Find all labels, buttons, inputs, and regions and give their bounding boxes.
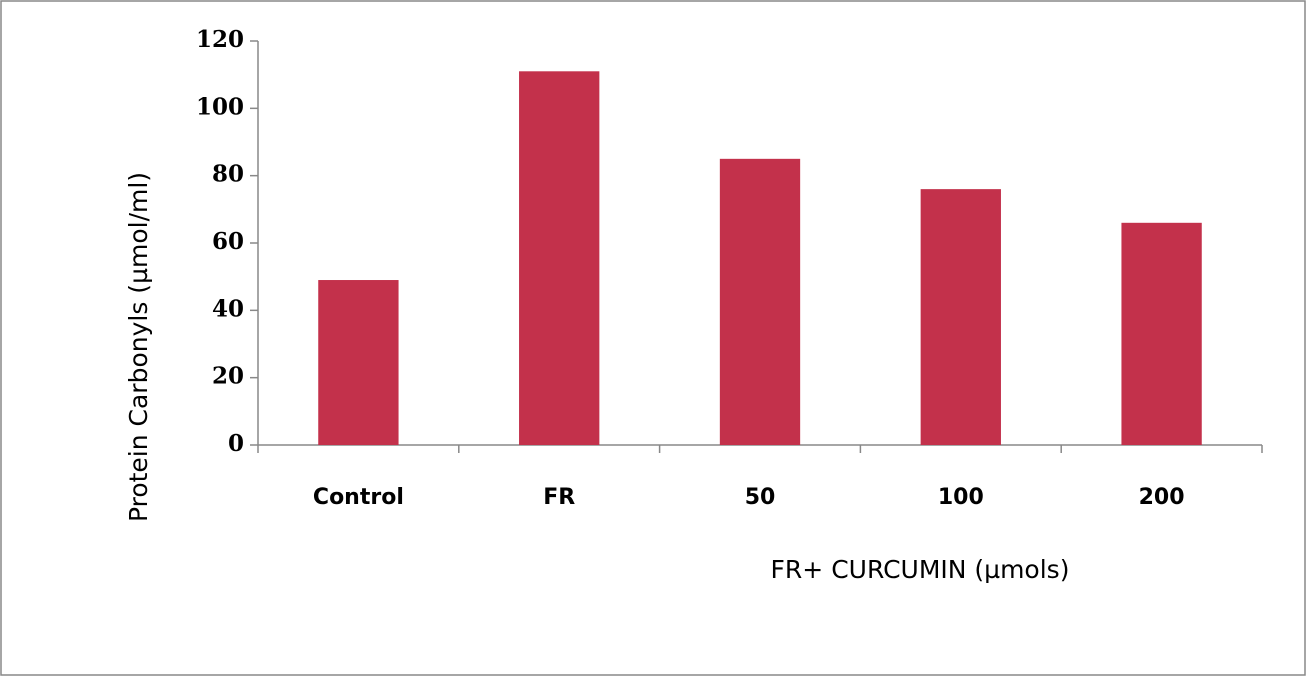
bar: [719, 158, 801, 446]
y-axis-label: Protein Carbonyls (µmol/ml): [124, 172, 153, 522]
y-tick-label: 60: [212, 228, 244, 255]
y-tick-label: 120: [196, 26, 244, 53]
y-tick-label: 40: [212, 295, 244, 322]
x-tick-label: 100: [938, 485, 984, 510]
bar: [318, 280, 399, 445]
y-tick-label: 0: [228, 430, 244, 457]
x-tick-label: 50: [745, 485, 776, 510]
y-tick-label: 20: [212, 363, 244, 390]
x-tick-label: Control: [313, 485, 404, 510]
y-tick-label: 80: [212, 161, 244, 188]
y-tick-label: 100: [196, 93, 244, 120]
x-tick-label: FR: [543, 485, 575, 510]
bar: [920, 189, 1001, 445]
x-axis-label: FR+ CURCUMIN (µmols): [771, 555, 1070, 584]
bar: [519, 71, 600, 446]
x-tick-label: 200: [1139, 485, 1185, 510]
bar: [1121, 222, 1202, 445]
